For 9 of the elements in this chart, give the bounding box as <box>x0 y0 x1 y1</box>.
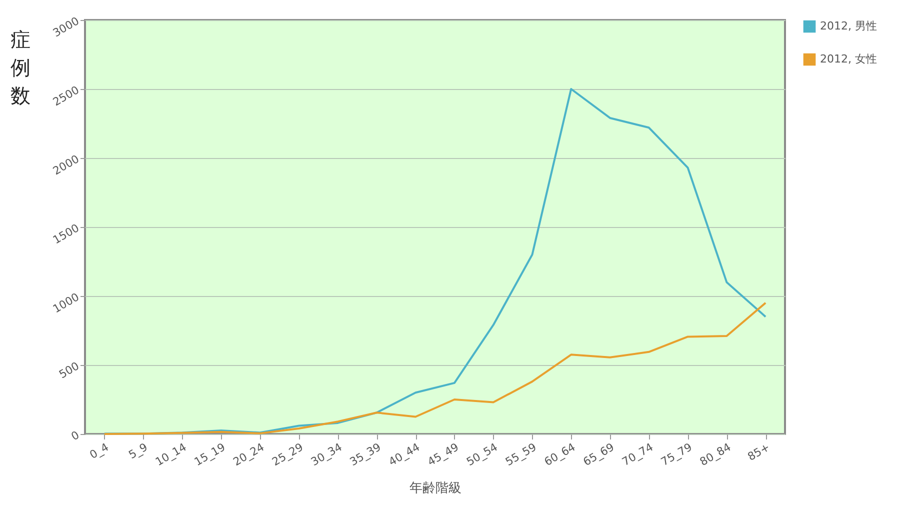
x-tick-label: 5_9 <box>126 440 150 462</box>
y-axis-title: 症例数 <box>10 28 30 108</box>
y-tick-label: 0 <box>68 428 82 444</box>
legend-label: 2012, 女性 <box>820 52 877 66</box>
y-tick-label: 500 <box>56 359 82 382</box>
legend-label: 2012, 男性 <box>820 20 877 32</box>
x-tick-label: 85+ <box>745 440 772 464</box>
x-axis-title: 年齢階級 <box>410 480 462 496</box>
x-tick-label: 0_4 <box>88 440 111 462</box>
